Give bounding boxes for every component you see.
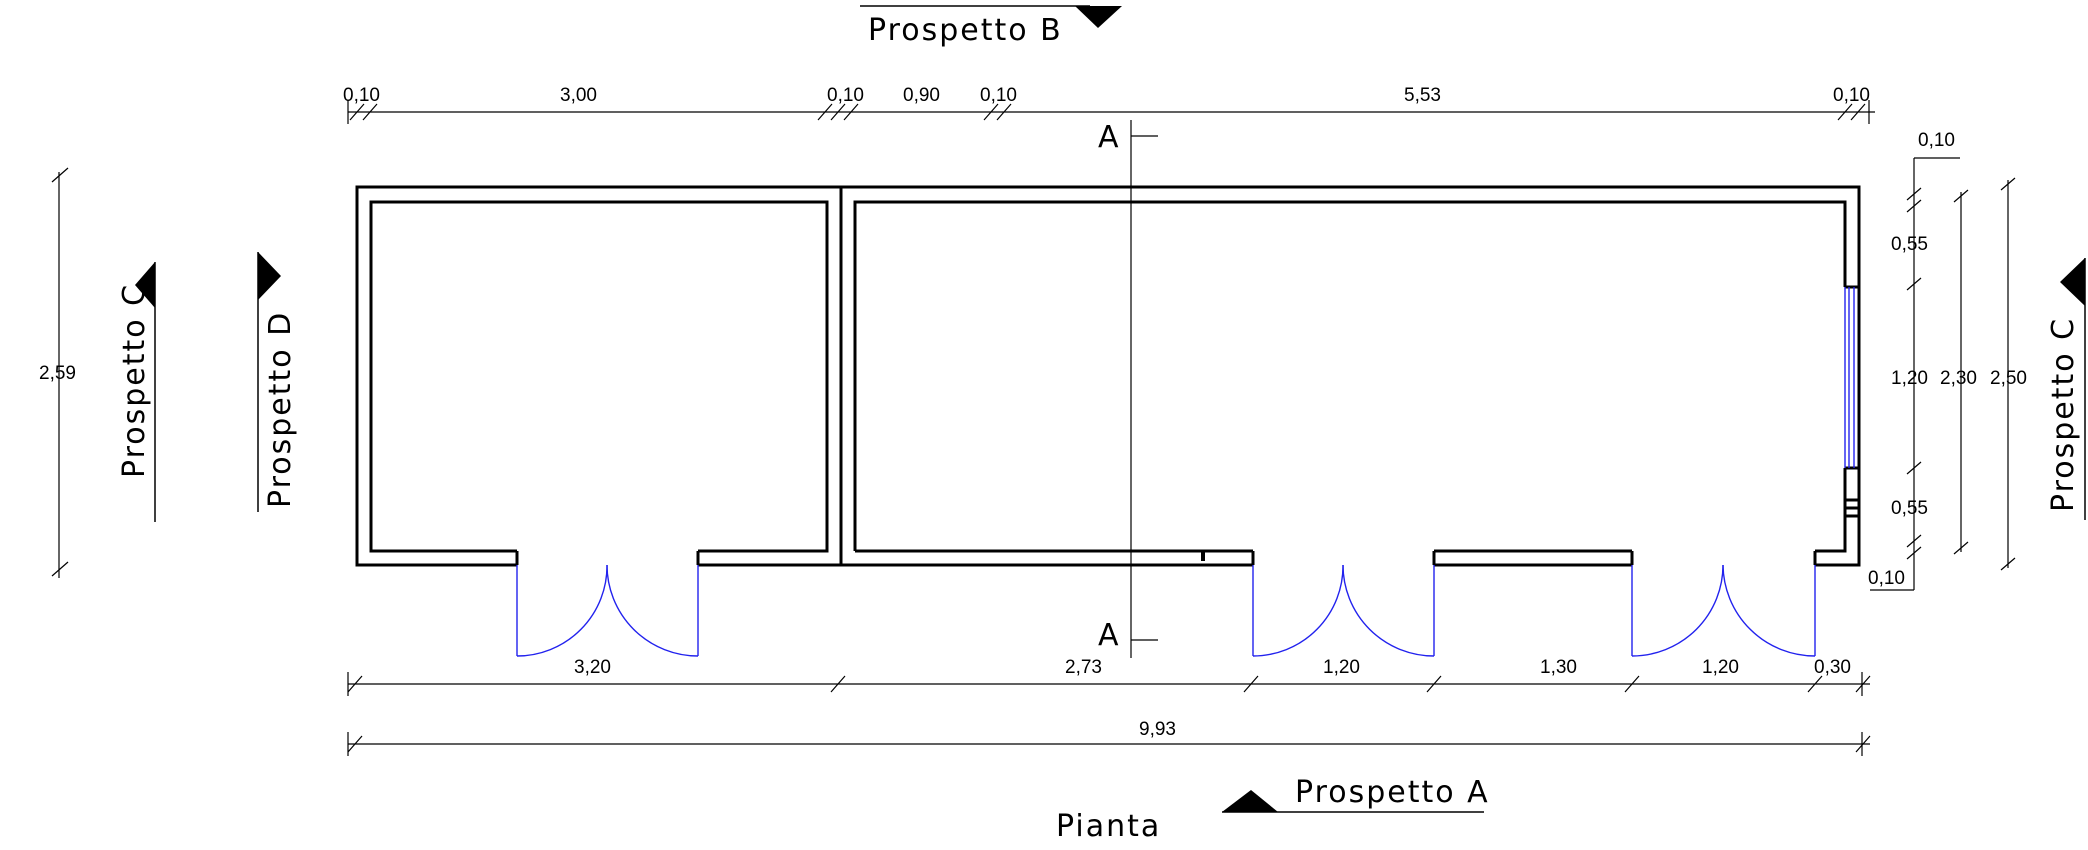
dim-left-depth: 2,59 bbox=[39, 363, 76, 384]
elevation-b-arrow bbox=[1075, 6, 1122, 28]
dim-bottom-wall-1: 2,73 bbox=[1065, 657, 1102, 678]
elevation-c-left-arrow bbox=[135, 262, 155, 308]
dim-top-wall-right: 0,10 bbox=[1833, 85, 1870, 106]
dim-right-wall-bottom: 0,10 bbox=[1868, 568, 1905, 589]
dim-bottom-door-1: 3,20 bbox=[574, 657, 611, 678]
drawing-title: Pianta bbox=[1056, 809, 1161, 844]
left-dimension: 2,59 bbox=[39, 167, 76, 578]
elevation-a-label: Prospetto A bbox=[1295, 775, 1490, 810]
section-label-bottom: A bbox=[1098, 618, 1121, 653]
dim-top-wall-2: 0,10 bbox=[980, 85, 1017, 106]
dim-top-room-1: 3,00 bbox=[560, 85, 597, 106]
dim-right-inner: 2,30 bbox=[1940, 368, 1977, 389]
elevation-c-right-arrow bbox=[2060, 258, 2085, 306]
bottom-dimension-chain: 3,20 2,73 1,20 1,30 1,20 0,30 bbox=[347, 657, 1871, 696]
dim-right-outer: 2,50 bbox=[1990, 368, 2027, 389]
section-line: A A bbox=[1098, 120, 1158, 658]
elevation-d-label: Prospetto D bbox=[263, 311, 298, 508]
elevation-marker-a: Prospetto A bbox=[1222, 775, 1490, 813]
window-right bbox=[1844, 287, 1855, 468]
dim-right-wall-top: 0,10 bbox=[1918, 130, 1955, 151]
dim-bottom-wall-3: 0,30 bbox=[1814, 657, 1851, 678]
elevation-c-left-label: Prospetto C bbox=[117, 283, 152, 478]
dim-top-room-2: 5,53 bbox=[1404, 85, 1441, 106]
elevation-marker-b: Prospetto B bbox=[860, 5, 1122, 48]
total-dimension: 9,93 bbox=[347, 719, 1871, 756]
dim-top-wall-left: 0,10 bbox=[343, 85, 380, 106]
elevation-marker-c-right: Prospetto C bbox=[2046, 258, 2086, 520]
elevation-marker-c-left: Prospetto C bbox=[117, 262, 156, 522]
dim-right-lower: 0,55 bbox=[1891, 498, 1928, 519]
dim-bottom-door-3: 1,20 bbox=[1702, 657, 1739, 678]
elevation-a-arrow bbox=[1222, 790, 1278, 812]
door-1 bbox=[516, 564, 699, 657]
elevation-c-right-label: Prospetto C bbox=[2046, 317, 2081, 512]
elevation-b-label: Prospetto B bbox=[868, 13, 1063, 48]
top-dimension-chain: 0,10 3,00 0,10 0,90 0,10 5,53 0,10 bbox=[343, 85, 1875, 124]
door-3 bbox=[1631, 564, 1816, 657]
section-label-top: A bbox=[1098, 120, 1121, 155]
walls bbox=[355, 185, 1861, 567]
dim-top-wall-mid: 0,10 bbox=[827, 85, 864, 106]
dim-bottom-wall-2: 1,30 bbox=[1540, 657, 1577, 678]
dim-right-upper: 0,55 bbox=[1891, 234, 1928, 255]
dim-total: 9,93 bbox=[1139, 719, 1176, 740]
dim-right-window: 1,20 bbox=[1891, 368, 1928, 389]
door-2 bbox=[1252, 564, 1435, 657]
right-dimension-chain: 0,10 0,55 1,20 0,55 0,10 2,30 2,50 bbox=[1868, 130, 2027, 591]
dim-bottom-door-2: 1,20 bbox=[1323, 657, 1360, 678]
elevation-d-arrow bbox=[258, 252, 281, 300]
elevation-marker-d: Prospetto D bbox=[257, 252, 298, 512]
dim-top-gap: 0,90 bbox=[903, 85, 940, 106]
